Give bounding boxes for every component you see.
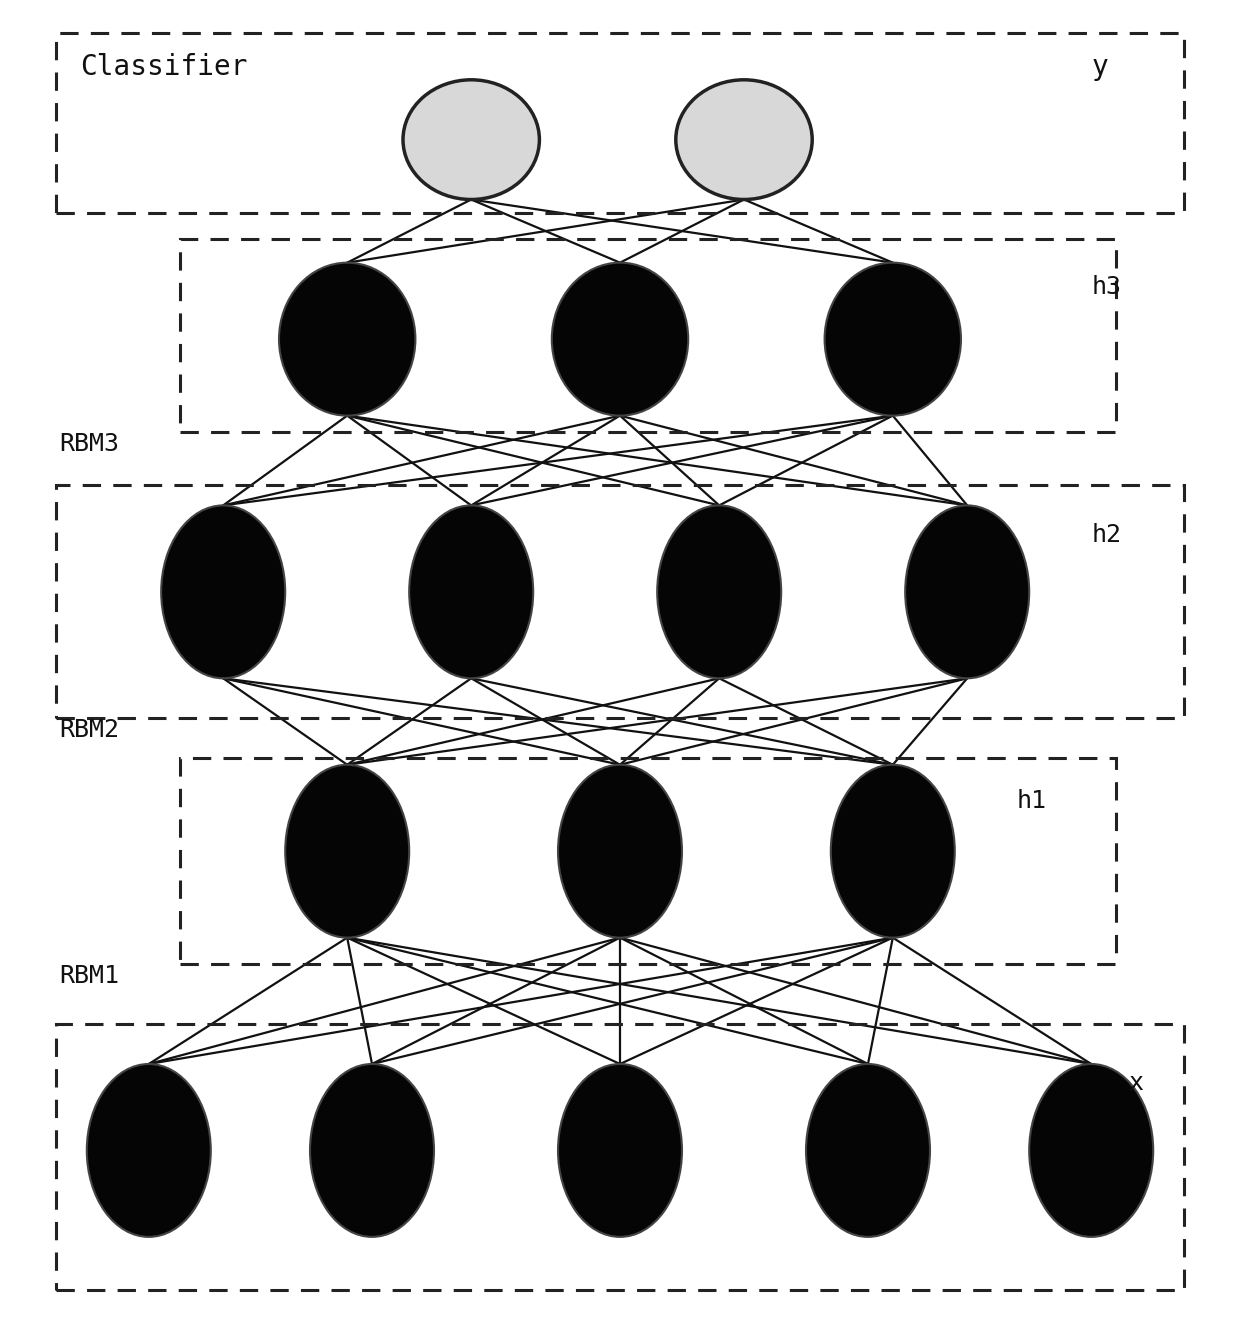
Ellipse shape bbox=[279, 262, 415, 415]
Ellipse shape bbox=[657, 505, 781, 678]
Ellipse shape bbox=[285, 765, 409, 938]
Text: RBM3: RBM3 bbox=[60, 432, 119, 456]
Text: RBM1: RBM1 bbox=[60, 964, 119, 988]
Ellipse shape bbox=[825, 262, 961, 415]
Ellipse shape bbox=[831, 765, 955, 938]
Ellipse shape bbox=[552, 262, 688, 415]
Text: RBM2: RBM2 bbox=[60, 718, 119, 742]
Ellipse shape bbox=[403, 80, 539, 200]
Text: h1: h1 bbox=[1017, 789, 1047, 813]
Ellipse shape bbox=[558, 765, 682, 938]
Ellipse shape bbox=[905, 505, 1029, 678]
Ellipse shape bbox=[310, 1064, 434, 1237]
Ellipse shape bbox=[806, 1064, 930, 1237]
Ellipse shape bbox=[409, 505, 533, 678]
Ellipse shape bbox=[161, 505, 285, 678]
Ellipse shape bbox=[676, 80, 812, 200]
Ellipse shape bbox=[87, 1064, 211, 1237]
Text: h2: h2 bbox=[1091, 523, 1121, 547]
Ellipse shape bbox=[1029, 1064, 1153, 1237]
Text: h3: h3 bbox=[1091, 275, 1121, 299]
Text: Classifier: Classifier bbox=[81, 53, 248, 81]
Text: x: x bbox=[1128, 1071, 1143, 1095]
Ellipse shape bbox=[558, 1064, 682, 1237]
Text: y: y bbox=[1091, 53, 1109, 81]
